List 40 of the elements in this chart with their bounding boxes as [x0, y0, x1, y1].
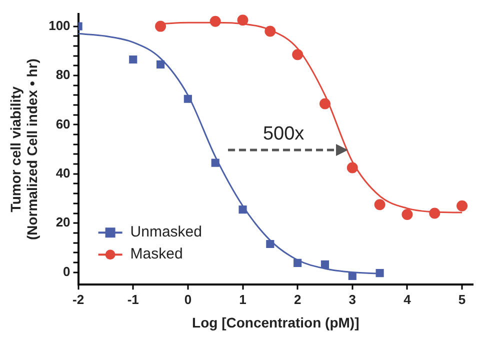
point — [266, 240, 274, 248]
y-axis-title: Tumor cell viability (Normalized Cell index • hr) — [7, 58, 40, 240]
point — [374, 199, 386, 210]
annotation: 500x — [262, 124, 305, 145]
point — [237, 14, 248, 26]
y-tick-label: 60 — [56, 116, 70, 132]
point — [129, 55, 138, 64]
x-tick-label: 5 — [458, 292, 466, 307]
y-tick-label: 0 — [63, 264, 70, 279]
x-tick-label: 3 — [348, 292, 356, 307]
y-tick-label: 80 — [56, 67, 70, 82]
point — [156, 60, 165, 68]
point — [292, 49, 304, 60]
x-tick-label: 0 — [184, 292, 192, 307]
legend-label: Masked — [130, 246, 183, 263]
point — [155, 20, 166, 32]
point — [320, 260, 330, 268]
y-tick-label: 20 — [56, 214, 70, 230]
y-tick-label: 40 — [56, 165, 70, 180]
point — [264, 26, 276, 37]
point — [238, 206, 247, 214]
point — [210, 16, 221, 27]
x-tick-label: 2 — [294, 292, 302, 307]
y-tick-label: 100 — [48, 18, 70, 33]
point — [319, 98, 330, 110]
x-tick-label: 4 — [404, 292, 412, 307]
point — [456, 200, 468, 212]
point — [184, 94, 192, 103]
point — [429, 208, 440, 219]
point — [211, 158, 220, 167]
point — [376, 269, 384, 278]
x-tick-label: -1 — [127, 292, 139, 307]
x-axis-title: Log [Concentration (pM)] — [192, 314, 360, 330]
point — [294, 258, 302, 267]
x-tick-label: -2 — [72, 292, 84, 307]
legend-label: Unmasked — [130, 224, 202, 241]
point — [346, 162, 358, 174]
point — [348, 272, 356, 280]
point — [402, 208, 413, 220]
x-tick-label: 1 — [239, 292, 246, 307]
